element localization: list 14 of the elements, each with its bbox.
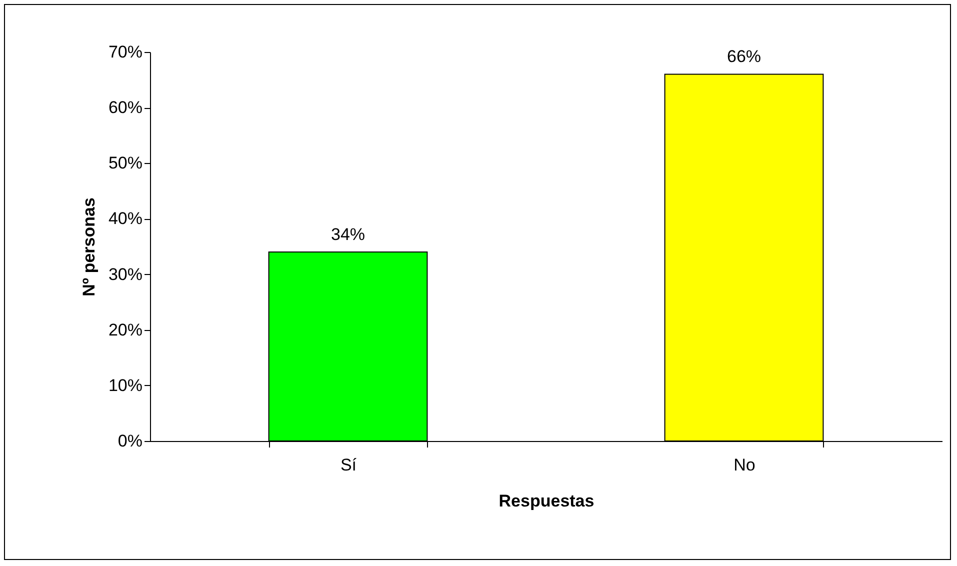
y-tick-label: 10% [108, 376, 142, 395]
y-tick-label: 60% [108, 98, 142, 118]
data-label: 66% [726, 47, 762, 66]
y-axis-title: Nº personas [79, 198, 98, 296]
y-tick-label: 50% [108, 154, 142, 173]
y-tick-label: 40% [108, 209, 142, 228]
x-tick-label: Sí [340, 456, 357, 474]
y-tick-label: 30% [108, 264, 142, 284]
y-tick-label: 0% [118, 432, 142, 450]
data-label: 34% [330, 225, 366, 244]
x-tick-label: No [734, 456, 756, 474]
y-tick-label: 20% [108, 320, 142, 340]
x-axis-title: Respuestas [498, 492, 594, 510]
y-tick-label: 70% [108, 42, 142, 62]
